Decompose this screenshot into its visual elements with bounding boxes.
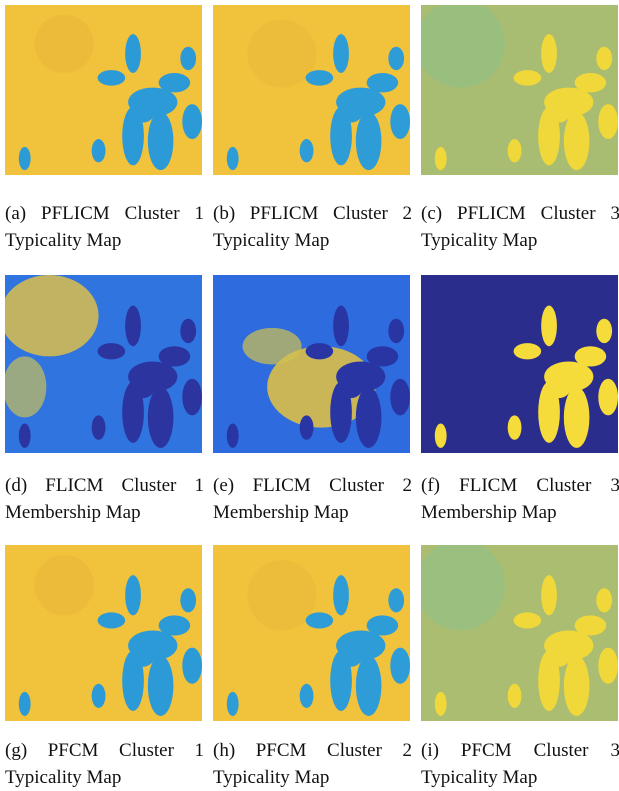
caption: (h) PFCM Cluster 2 Typicality Map: [213, 737, 412, 791]
typicality-map: [213, 5, 410, 175]
typicality-map: [421, 5, 618, 175]
caption: (i) PFCM Cluster 3 Typicality Map: [421, 737, 619, 791]
typicality-map: [5, 5, 202, 175]
membership-map: [421, 275, 618, 453]
caption: (g) PFCM Cluster 1 Typicality Map: [5, 737, 204, 791]
typicality-map: [5, 545, 202, 721]
caption: (a) PFLICM Cluster 1 Typicality Map: [5, 200, 204, 254]
caption: (f) FLICM Cluster 3 Membership Map: [421, 472, 619, 526]
caption: (b) PFLICM Cluster 2 Typicality Map: [213, 200, 412, 254]
page: {"figure": {"panels": [ {"caption": "(a)…: [0, 0, 619, 789]
caption: (c) PFLICM Cluster 3 Typicality Map: [421, 200, 619, 254]
typicality-map: [213, 545, 410, 721]
membership-map: [213, 275, 410, 453]
caption: (e) FLICM Cluster 2 Membership Map: [213, 472, 412, 526]
membership-map: [5, 275, 202, 453]
typicality-map: [421, 545, 618, 721]
caption: (d) FLICM Cluster 1 Membership Map: [5, 472, 204, 526]
